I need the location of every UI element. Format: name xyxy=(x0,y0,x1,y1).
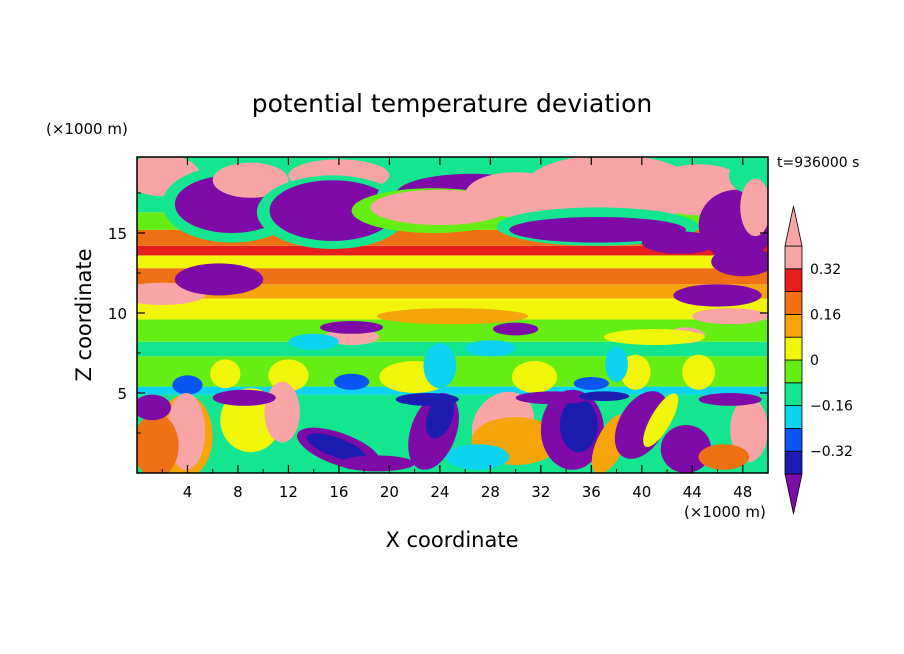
x-tick-label: 12 xyxy=(279,483,298,501)
field-feature xyxy=(288,333,339,350)
x-tick-label: 32 xyxy=(531,483,550,501)
field-feature xyxy=(730,397,768,462)
colorbar-segment xyxy=(784,336,803,361)
field-feature xyxy=(425,395,454,439)
field-feature xyxy=(446,444,510,470)
field-feature xyxy=(660,425,712,473)
x-tick-label: 40 xyxy=(632,483,651,501)
field-feature xyxy=(711,247,768,277)
colorbar-segment xyxy=(784,268,803,292)
field-feature xyxy=(174,263,264,296)
field-feature xyxy=(137,394,172,421)
field-feature xyxy=(465,340,516,357)
field-feature xyxy=(603,329,705,345)
x-tick-label: 24 xyxy=(430,483,449,501)
field-feature xyxy=(740,178,768,237)
field-feature xyxy=(306,433,367,462)
field-feature xyxy=(210,359,241,389)
field-feature xyxy=(395,393,459,406)
field-feature xyxy=(641,231,718,254)
contour-field xyxy=(137,157,768,473)
colorbar-tick-label: 0.16 xyxy=(810,307,841,323)
x-tick-label: 44 xyxy=(683,483,702,501)
field-feature xyxy=(578,391,630,402)
colorbar-tick-label: 0 xyxy=(810,353,819,369)
field-band xyxy=(137,386,768,395)
colorbar-tick-label: −0.32 xyxy=(810,444,853,460)
y-tick-label: 10 xyxy=(108,305,127,323)
field-feature xyxy=(137,413,179,473)
colorbar-segment xyxy=(784,291,803,315)
colorbar-segment xyxy=(784,405,803,429)
colorbar-segment xyxy=(784,450,803,475)
field-features xyxy=(137,157,768,473)
field-feature xyxy=(264,381,300,443)
colorbar-segment xyxy=(784,359,803,384)
chart-title: potential temperature deviation xyxy=(252,89,652,118)
field-feature xyxy=(698,444,750,470)
x-tick-label: 48 xyxy=(733,483,752,501)
colorbar-tick-label: 0.32 xyxy=(810,262,841,278)
field-feature xyxy=(692,308,768,325)
field-feature xyxy=(673,284,762,307)
y-unit-label: (×1000 m) xyxy=(46,120,128,138)
x-tick-label: 16 xyxy=(329,483,348,501)
colorbar-segment xyxy=(784,313,803,338)
field-band xyxy=(137,255,768,269)
field-feature xyxy=(511,361,558,393)
field-feature xyxy=(338,455,415,472)
x-unit-label: (×1000 m) xyxy=(684,503,766,521)
field-feature xyxy=(573,377,609,390)
field-band xyxy=(137,268,768,285)
field-feature xyxy=(698,393,762,406)
y-axis-label: Z coordinate xyxy=(72,248,96,381)
field-feature xyxy=(465,172,567,218)
field-feature xyxy=(682,354,715,390)
field-band xyxy=(137,245,768,256)
field-feature xyxy=(605,346,628,382)
x-tick-label: 28 xyxy=(481,483,500,501)
field-feature xyxy=(423,343,457,389)
field-feature xyxy=(492,322,539,336)
field-band xyxy=(137,284,768,299)
colorbar-segment xyxy=(784,245,803,270)
x-tick-label: 20 xyxy=(380,483,399,501)
x-tick-label: 36 xyxy=(582,483,601,501)
x-tick-label: 4 xyxy=(183,483,193,501)
x-tick-label: 8 xyxy=(233,483,243,501)
field-feature xyxy=(376,308,529,325)
field-feature xyxy=(212,162,289,198)
field-feature xyxy=(212,389,276,406)
field-feature xyxy=(515,391,592,405)
x-axis-label: X coordinate xyxy=(385,528,518,552)
field-feature xyxy=(319,321,384,334)
colorbar-segment xyxy=(784,382,803,406)
field-feature xyxy=(559,397,598,453)
field-feature xyxy=(172,375,203,395)
x-axis: 4 8 12 16 20 24 28 32 36 40 44 48 xyxy=(161,157,752,501)
field-feature xyxy=(620,354,651,390)
field-feature xyxy=(333,373,370,390)
colorbar-upper-extension xyxy=(784,205,803,247)
colorbar-tick-label: −0.16 xyxy=(810,399,853,415)
plot-frame xyxy=(136,156,769,474)
y-tick-label: 5 xyxy=(117,385,127,403)
y-axis: 5 10 15 xyxy=(108,192,768,434)
time-label: t=936000 s xyxy=(777,155,859,171)
field-feature xyxy=(521,157,699,225)
field-feature xyxy=(643,393,679,448)
colorbar-lower-extension xyxy=(784,473,803,515)
colorbar: −0.32 −0.16 0 0.16 0.32 xyxy=(784,205,853,515)
y-tick-label: 15 xyxy=(108,225,127,243)
colorbar-segment xyxy=(784,427,803,452)
field-feature xyxy=(509,217,686,243)
field-feature xyxy=(269,180,396,242)
